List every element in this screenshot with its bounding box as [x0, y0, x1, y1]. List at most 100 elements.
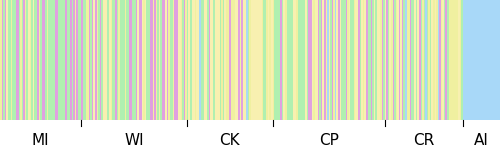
Bar: [120, 0, 122, 120]
Bar: [368, 0, 369, 120]
Bar: [251, 0, 252, 120]
Bar: [316, 0, 318, 120]
Bar: [132, 0, 134, 120]
Bar: [215, 0, 216, 120]
Bar: [198, 0, 200, 120]
Bar: [36, 0, 38, 120]
Bar: [444, 0, 446, 120]
Bar: [131, 0, 132, 120]
Bar: [288, 0, 290, 120]
Bar: [396, 0, 397, 120]
Bar: [114, 0, 116, 120]
Bar: [128, 0, 130, 120]
Bar: [327, 0, 328, 120]
Bar: [254, 0, 256, 120]
Bar: [86, 0, 87, 120]
Bar: [404, 0, 405, 120]
Bar: [388, 0, 390, 120]
Bar: [242, 0, 243, 120]
Bar: [76, 0, 78, 120]
Text: CR: CR: [413, 133, 434, 148]
Bar: [75, 0, 76, 120]
Bar: [462, 0, 464, 120]
Bar: [496, 0, 497, 120]
Bar: [145, 0, 146, 120]
Bar: [390, 0, 391, 120]
Bar: [45, 0, 46, 120]
Bar: [322, 0, 324, 120]
Bar: [176, 0, 178, 120]
Bar: [349, 0, 350, 120]
Bar: [466, 0, 468, 120]
Bar: [190, 0, 192, 120]
Bar: [188, 0, 190, 120]
Bar: [340, 0, 341, 120]
Text: MI: MI: [32, 133, 50, 148]
Bar: [498, 0, 500, 120]
Bar: [318, 0, 320, 120]
Bar: [346, 0, 348, 120]
Bar: [492, 0, 494, 120]
Bar: [182, 0, 184, 120]
Bar: [166, 0, 168, 120]
Bar: [192, 0, 193, 120]
Bar: [202, 0, 204, 120]
Bar: [475, 0, 476, 120]
Bar: [34, 0, 36, 120]
Bar: [123, 0, 124, 120]
Bar: [355, 0, 356, 120]
Bar: [436, 0, 438, 120]
Bar: [38, 0, 39, 120]
Bar: [392, 0, 394, 120]
Bar: [56, 0, 58, 120]
Bar: [478, 0, 480, 120]
Bar: [280, 0, 282, 120]
Bar: [425, 0, 427, 120]
Bar: [48, 0, 50, 120]
Bar: [362, 0, 363, 120]
Bar: [238, 0, 240, 120]
Bar: [399, 0, 400, 120]
Bar: [180, 0, 182, 120]
Bar: [31, 0, 32, 120]
Bar: [461, 0, 462, 120]
Bar: [470, 0, 472, 120]
Bar: [59, 0, 60, 120]
Bar: [279, 0, 280, 120]
Bar: [490, 0, 492, 120]
Bar: [364, 0, 366, 120]
Bar: [164, 0, 165, 120]
Bar: [484, 0, 486, 120]
Bar: [313, 0, 314, 120]
Bar: [218, 0, 220, 120]
Bar: [72, 0, 73, 120]
Bar: [274, 0, 276, 120]
Bar: [232, 0, 234, 120]
Bar: [212, 0, 214, 120]
Bar: [342, 0, 344, 120]
Bar: [270, 0, 271, 120]
Bar: [207, 0, 208, 120]
Text: CK: CK: [220, 133, 240, 148]
Bar: [370, 0, 372, 120]
Bar: [341, 0, 342, 120]
Bar: [230, 0, 232, 120]
Bar: [376, 0, 377, 120]
Bar: [488, 0, 489, 120]
Bar: [335, 0, 336, 120]
Bar: [263, 0, 265, 120]
Bar: [12, 0, 14, 120]
Bar: [179, 0, 180, 120]
Bar: [363, 0, 364, 120]
Bar: [112, 0, 114, 120]
Bar: [314, 0, 316, 120]
Bar: [92, 0, 94, 120]
Bar: [0, 0, 2, 120]
Bar: [221, 0, 222, 120]
Bar: [290, 0, 292, 120]
Bar: [266, 0, 268, 120]
Bar: [344, 0, 346, 120]
Text: WI: WI: [124, 133, 144, 148]
Bar: [427, 0, 428, 120]
Bar: [260, 0, 262, 120]
